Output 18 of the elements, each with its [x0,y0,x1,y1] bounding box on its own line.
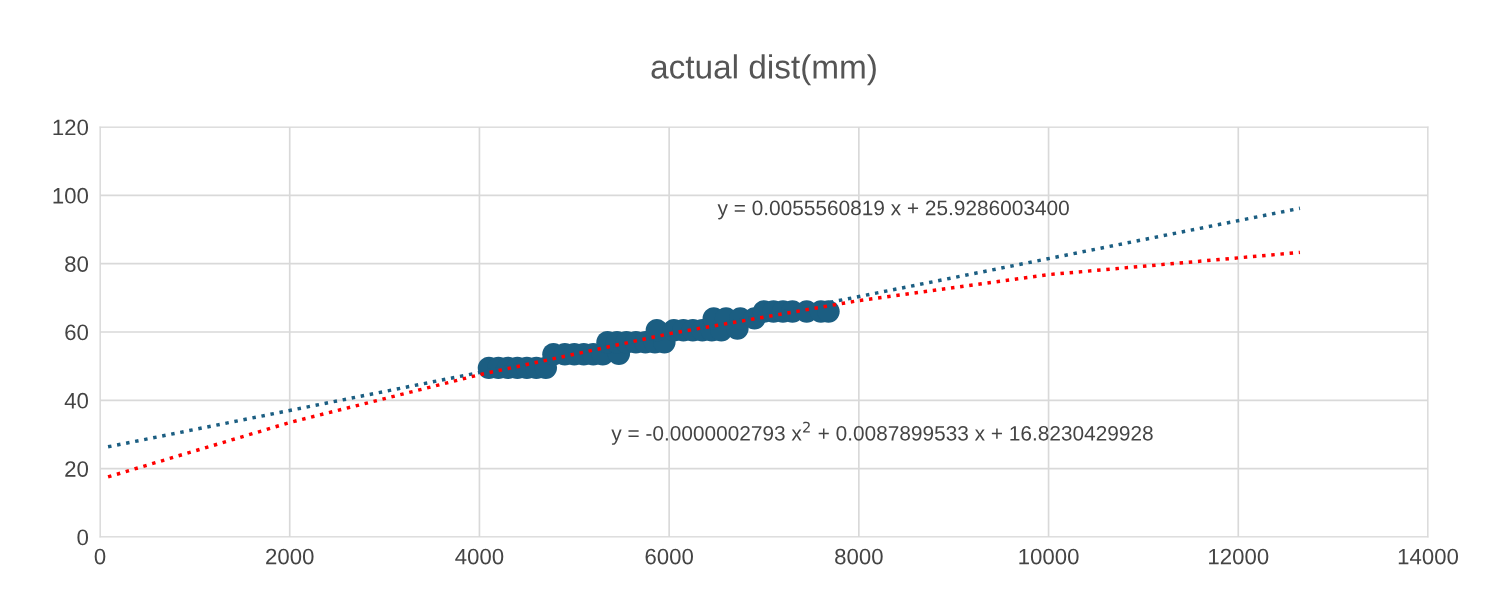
y-tick-label: 0 [77,529,89,546]
x-tick-label: 8000 [835,548,883,565]
x-tick-label: 0 [94,548,106,565]
y-tick-label: 60 [65,324,89,341]
x-tick-label: 6000 [645,548,693,565]
chart-title: actual dist(mm) [651,54,876,86]
annotation: y = 0.0055560819 x + 25.9286003400 [717,200,1069,220]
y-tick-label: 40 [64,392,89,409]
y-tick-label: 80 [65,256,89,272]
x-tick-label: 14000 [1398,548,1459,565]
annotation: y = -0.0000002793 x$^{2}$ + 0.0087899533 x + 16.8230429928 [611,421,1153,445]
y-tick-label: 100 [53,187,89,204]
x-tick-label: 4000 [455,548,504,565]
x-tick-label: 12000 [1209,548,1269,565]
y-tick-label: 120 [53,119,89,136]
x-tick-label: 10000 [1019,548,1079,565]
y-tick-label: 20 [65,461,89,477]
x-tick-label: 2000 [266,548,314,565]
